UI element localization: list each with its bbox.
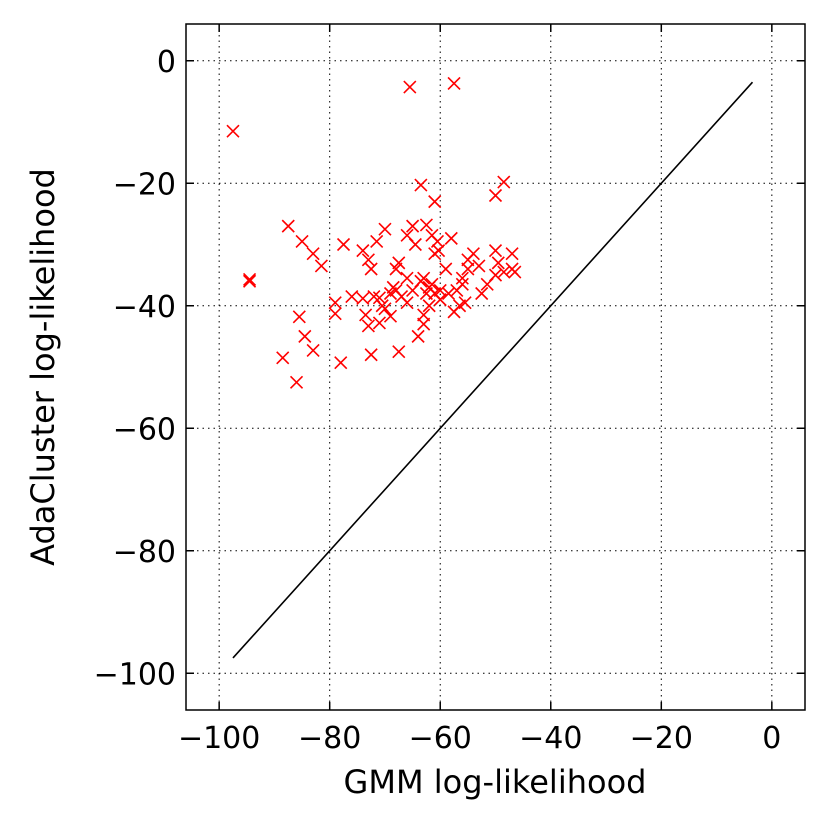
data-point: [461, 262, 475, 276]
x-tick-label: −100: [178, 721, 260, 756]
data-point: [497, 265, 511, 279]
x-tick-label: −60: [409, 721, 472, 756]
data-point: [491, 256, 505, 270]
data-point: [281, 219, 295, 233]
data-point: [361, 319, 375, 333]
x-tick-label: −80: [298, 721, 361, 756]
data-point: [441, 286, 456, 301]
axis-ticks: [186, 24, 805, 710]
data-point: [378, 302, 392, 316]
data-point: [419, 218, 433, 232]
data-point: [428, 195, 442, 209]
data-point: [289, 375, 304, 389]
y-tick-label: −40: [113, 290, 176, 325]
y-tick-label: −60: [113, 412, 176, 447]
reference-line: [232, 81, 754, 659]
data-point: [403, 80, 417, 94]
data-point: [488, 268, 503, 282]
y-tick-label: −20: [113, 167, 176, 202]
data-point: [392, 345, 406, 359]
data-point: [458, 296, 472, 310]
data-point: [497, 175, 511, 189]
data-point: [295, 234, 309, 249]
x-tick-label: −20: [630, 721, 693, 756]
data-point: [392, 256, 406, 270]
y-tick-label: −100: [94, 657, 176, 692]
x-tick-label: −40: [519, 721, 582, 756]
data-point: [364, 348, 378, 362]
data-point: [361, 253, 375, 267]
data-point: [439, 262, 453, 276]
grid-lines: [186, 24, 805, 710]
data-point: [428, 247, 442, 261]
data-point: [408, 237, 422, 252]
data-point: [356, 244, 370, 258]
data-point: [422, 299, 436, 313]
data-point: [226, 124, 240, 138]
data-point: [359, 308, 373, 322]
data-point: [372, 316, 387, 330]
data-point: [488, 244, 503, 258]
data-point: [455, 271, 469, 285]
data-point: [417, 317, 431, 331]
y-tick-label: 0: [157, 45, 176, 80]
data-point: [306, 247, 320, 261]
plot-frame: [185, 23, 806, 711]
data-point: [466, 247, 480, 261]
data-point: [314, 259, 328, 273]
y-axis-label: AdaCluster log-likelihood: [24, 168, 62, 566]
data-point: [444, 231, 458, 245]
data-point: [370, 234, 384, 249]
data-point: [472, 259, 486, 273]
data-point: [334, 356, 348, 370]
data-point: [508, 265, 522, 279]
reference-line-group: [232, 81, 754, 659]
data-point: [488, 188, 503, 203]
data-point: [414, 178, 428, 192]
data-point: [433, 283, 447, 298]
data-point: [328, 307, 342, 321]
data-point: [306, 343, 320, 358]
x-tick-label: 0: [762, 721, 781, 756]
data-point: [298, 329, 312, 343]
data-points: [226, 76, 522, 389]
x-axis-label: GMM log-likelihood: [344, 763, 647, 801]
data-point: [433, 293, 447, 307]
data-point: [505, 247, 519, 261]
data-point: [425, 277, 439, 291]
data-point: [364, 262, 378, 276]
data-point: [417, 271, 431, 285]
data-point: [336, 237, 351, 252]
y-tick-label: −80: [113, 535, 176, 570]
data-point: [242, 274, 257, 288]
data-point: [345, 289, 359, 304]
data-point: [406, 219, 420, 233]
data-point: [383, 309, 398, 323]
data-point: [447, 76, 461, 90]
data-point: [328, 296, 342, 310]
data-point: [356, 291, 370, 305]
data-point: [292, 310, 306, 324]
data-point: [276, 351, 290, 365]
data-point: [475, 286, 489, 301]
data-point: [378, 222, 392, 236]
data-point: [417, 308, 431, 322]
data-point: [400, 271, 414, 285]
data-point: [400, 296, 414, 310]
y-tick-labels: −100 −80 −60 −40 −20 0: [94, 45, 176, 693]
x-tick-labels: −100 −80 −60 −40 −20 0: [178, 721, 781, 756]
data-point: [372, 291, 387, 305]
data-point: [242, 272, 257, 286]
data-point: [455, 277, 469, 291]
data-point: [411, 329, 425, 343]
